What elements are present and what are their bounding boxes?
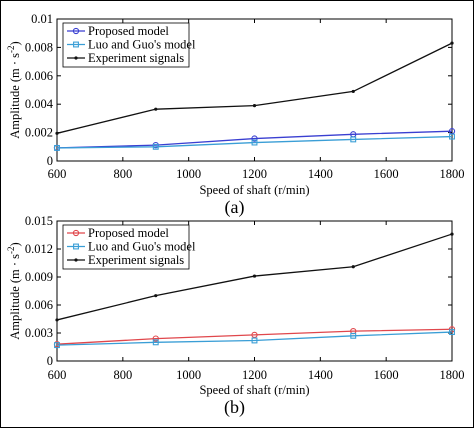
x-tick-label: 1800 (440, 167, 465, 181)
data-point (350, 332, 357, 339)
x-tick-label: 1000 (176, 368, 201, 382)
data-point (351, 89, 355, 94)
y-tick-label: 0.015 (25, 214, 53, 228)
data-point (152, 143, 159, 150)
legend-label: Luo and Guo's model (88, 240, 196, 254)
y-tick-label: 0.004 (25, 97, 54, 111)
data-point (55, 131, 59, 135)
legend-label: Experiment signals (88, 253, 184, 267)
data-point (449, 133, 455, 140)
chart-panel-b: 600 800 1000 1200 1400 1600 1800 0 0.003 0.006 0.0… (6, 214, 465, 418)
legend-marker (72, 229, 80, 237)
x-tick-label: 1000 (176, 167, 201, 181)
data-point (152, 335, 159, 342)
y-tick-label: 0.01 (31, 12, 53, 26)
data-point (55, 318, 59, 322)
y-axis-label: Amplitude (m · s-2) (6, 242, 22, 339)
x-axis-label: Speed of shaft (r/min) (199, 383, 309, 397)
y-tick-label: 0.009 (25, 270, 53, 284)
y-tick-label: 0.008 (25, 40, 53, 54)
data-point (252, 104, 257, 108)
data-point (350, 136, 357, 143)
chart-panel-a: 600 800 1000 1200 1400 1600 1800 0 0.002 0.004 0.0… (6, 12, 465, 218)
x-tick-label: 1200 (242, 167, 267, 181)
legend-label: Proposed model (88, 226, 169, 240)
data-point (450, 232, 454, 236)
x-tick-label: 800 (113, 368, 132, 382)
data-point (251, 139, 258, 146)
x-tick-label: 1200 (242, 368, 267, 382)
legend-marker (74, 258, 78, 262)
data-point (54, 144, 60, 151)
series-line-0 (56, 328, 453, 345)
legend-box (62, 22, 190, 68)
x-tick-label: 1600 (374, 368, 399, 382)
legend-marker (72, 27, 80, 35)
x-tick-label: 600 (48, 167, 67, 181)
data-point (251, 337, 258, 344)
y-tick-label: 0.012 (25, 242, 53, 256)
data-point (450, 41, 454, 45)
legend-label: Proposed model (88, 24, 169, 38)
legend-marker (73, 243, 79, 250)
x-tick-label: 1400 (308, 368, 333, 382)
y-tick-label: 0 (47, 154, 53, 168)
legend-label: Luo and Guo's model (88, 38, 196, 52)
y-tick-label: 0 (47, 354, 53, 368)
data-point (449, 329, 455, 336)
y-tick-label: 0.006 (25, 69, 53, 83)
y-tick-label: 0.003 (25, 326, 53, 340)
series-line-0 (56, 130, 453, 149)
series-line-1 (56, 135, 453, 149)
series-line-1 (56, 331, 453, 346)
x-tick-label: 1600 (374, 167, 399, 181)
legend-marker (74, 56, 78, 60)
legend-label: Experiment signals (88, 51, 184, 65)
x-tick-label: 800 (113, 167, 132, 181)
y-axis-label: Amplitude (m · s-2) (6, 41, 22, 138)
legend-marker (73, 41, 79, 48)
data-point (252, 274, 257, 278)
x-axis-label: Speed of shaft (r/min) (199, 183, 309, 197)
data-point (154, 294, 158, 298)
data-point (54, 342, 60, 349)
data-point (251, 135, 258, 142)
x-tick-label: 1800 (440, 368, 465, 382)
data-point (152, 339, 159, 346)
x-tick-label: 1400 (308, 167, 333, 181)
y-tick-label: 0.002 (25, 126, 53, 140)
panel-caption: (a) (225, 197, 245, 218)
panel-caption: (b) (224, 397, 245, 418)
x-tick-label: 600 (48, 368, 67, 382)
y-tick-label: 0.006 (25, 298, 53, 312)
data-point (154, 107, 158, 111)
data-point (351, 265, 355, 269)
data-point (251, 331, 258, 339)
